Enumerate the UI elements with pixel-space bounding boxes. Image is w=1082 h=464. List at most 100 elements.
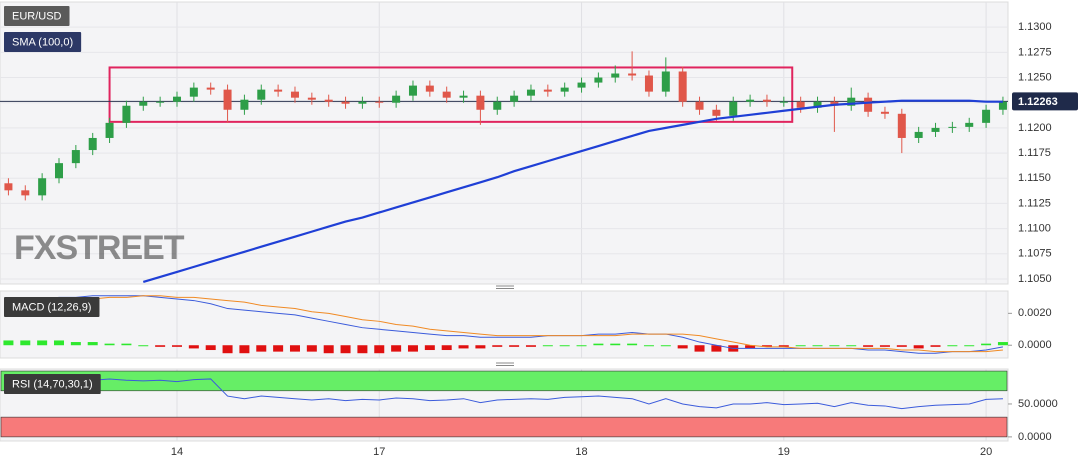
- label-text: EUR/USD: [12, 10, 62, 22]
- macd-histogram-bar: [795, 345, 806, 347]
- candle-body: [54, 163, 63, 179]
- macd-histogram-bar: [879, 345, 890, 347]
- macd-histogram-bar: [87, 342, 98, 346]
- candle-body: [392, 95, 401, 103]
- macd-histogram-bar: [896, 345, 907, 347]
- candle-body: [408, 85, 417, 96]
- macd-histogram-bar: [407, 345, 418, 352]
- candle-body: [290, 91, 299, 98]
- label-box: [4, 297, 100, 317]
- macd-histogram-bar: [357, 345, 368, 354]
- macd-histogram-bar: [458, 345, 469, 349]
- candle-body: [358, 101, 367, 104]
- panel-dividers: [496, 285, 514, 366]
- macd-histogram-bar: [20, 340, 31, 346]
- candle-body: [628, 73, 637, 76]
- candle-body: [729, 101, 738, 116]
- candle-body: [864, 97, 873, 112]
- rsi-band: [0, 370, 1008, 392]
- macd-histogram-bar: [323, 345, 334, 354]
- macd-histogram-bar: [171, 345, 182, 347]
- candle-body: [931, 127, 940, 132]
- last-price-tag: 1.12263: [1012, 92, 1078, 111]
- candle-body: [611, 73, 620, 78]
- candle-body: [998, 101, 1007, 110]
- macd-histogram-bar: [475, 345, 486, 349]
- y-tick-label: 50.0000: [1018, 398, 1058, 410]
- macd-histogram-bar: [138, 345, 149, 347]
- macd-histogram-bar: [70, 342, 81, 346]
- macd-histogram-bar: [239, 345, 250, 354]
- y-tick-label: 0.0000: [1018, 339, 1052, 351]
- macd-histogram-bar: [997, 342, 1008, 346]
- macd-histogram-bar: [289, 345, 300, 352]
- candle-body: [965, 122, 974, 127]
- label-box: [4, 6, 70, 26]
- range-box: [108, 66, 794, 123]
- macd-histogram-bar: [492, 345, 503, 347]
- candle-body: [948, 126, 957, 128]
- macd-histogram-bar: [121, 343, 132, 346]
- macd-histogram-bar: [694, 345, 705, 352]
- candle-body: [476, 95, 485, 110]
- candle-body: [796, 101, 805, 108]
- macd-histogram-bar: [374, 345, 385, 354]
- y-tick-label: 1.1125: [1018, 197, 1051, 209]
- candle-body: [459, 95, 468, 98]
- rsi-band: [0, 416, 1008, 438]
- candle-body: [982, 109, 991, 123]
- last-price-box: [1012, 92, 1078, 111]
- macd-histogram-bar: [391, 345, 402, 352]
- candle-body: [341, 101, 350, 104]
- panel-background: [0, 1, 1009, 285]
- sma-line: [142, 99, 1003, 284]
- candle-body: [779, 101, 788, 103]
- x-tick-label: 18: [575, 446, 587, 458]
- macd-histogram-bar: [188, 345, 199, 349]
- macd-line: [8, 295, 1003, 353]
- macd-histogram-bar: [913, 345, 924, 349]
- candle-body: [274, 89, 283, 92]
- macd-histogram-bar: [441, 345, 452, 351]
- y-tick-label: 1.1275: [1018, 46, 1052, 58]
- candle-body: [257, 89, 266, 100]
- macd-histogram-bar: [812, 345, 823, 347]
- candle-body: [206, 87, 215, 90]
- candle-body: [644, 75, 653, 92]
- y-tick-label: 1.1100: [1018, 223, 1051, 235]
- macd-histogram-bar: [37, 340, 48, 346]
- candle-body: [156, 101, 165, 103]
- indicator-label: RSI (14,70,30,1): [4, 374, 101, 394]
- candle-body: [746, 99, 755, 102]
- y-tick-label: 0.0020: [1018, 307, 1052, 319]
- candle-body: [307, 97, 316, 100]
- macd-histogram-bar: [542, 345, 553, 347]
- candle-body: [88, 137, 97, 151]
- candle-body: [139, 101, 148, 106]
- candle-body: [762, 99, 771, 102]
- candle-body: [105, 122, 114, 138]
- candle-body: [813, 101, 822, 108]
- y-tick-label: 0.0000: [1018, 431, 1052, 443]
- candle-body: [526, 89, 535, 96]
- candle-body: [897, 113, 906, 138]
- candle-body: [543, 89, 552, 92]
- macd-histogram-bar: [104, 343, 115, 346]
- y-tick-label: 1.1250: [1018, 71, 1052, 83]
- macd-histogram-bar: [660, 345, 671, 347]
- candle-body: [375, 101, 384, 103]
- y-tick-label: 1.1050: [1018, 273, 1052, 285]
- macd-histogram-bar: [745, 345, 756, 349]
- macd-histogram-bar: [155, 345, 166, 347]
- macd-histogram-bar: [627, 343, 638, 346]
- macd-histogram-bar: [981, 343, 992, 346]
- candle-body: [425, 85, 434, 92]
- macd-histogram-bar: [53, 340, 64, 346]
- label-text: MACD (12,26,9): [12, 301, 91, 313]
- label-text: RSI (14,70,30,1): [12, 378, 93, 390]
- macd-histogram-bar: [273, 345, 284, 352]
- panel-background: [0, 290, 1009, 359]
- x-tick-label: 14: [171, 446, 183, 458]
- macd-histogram-bar: [761, 345, 772, 347]
